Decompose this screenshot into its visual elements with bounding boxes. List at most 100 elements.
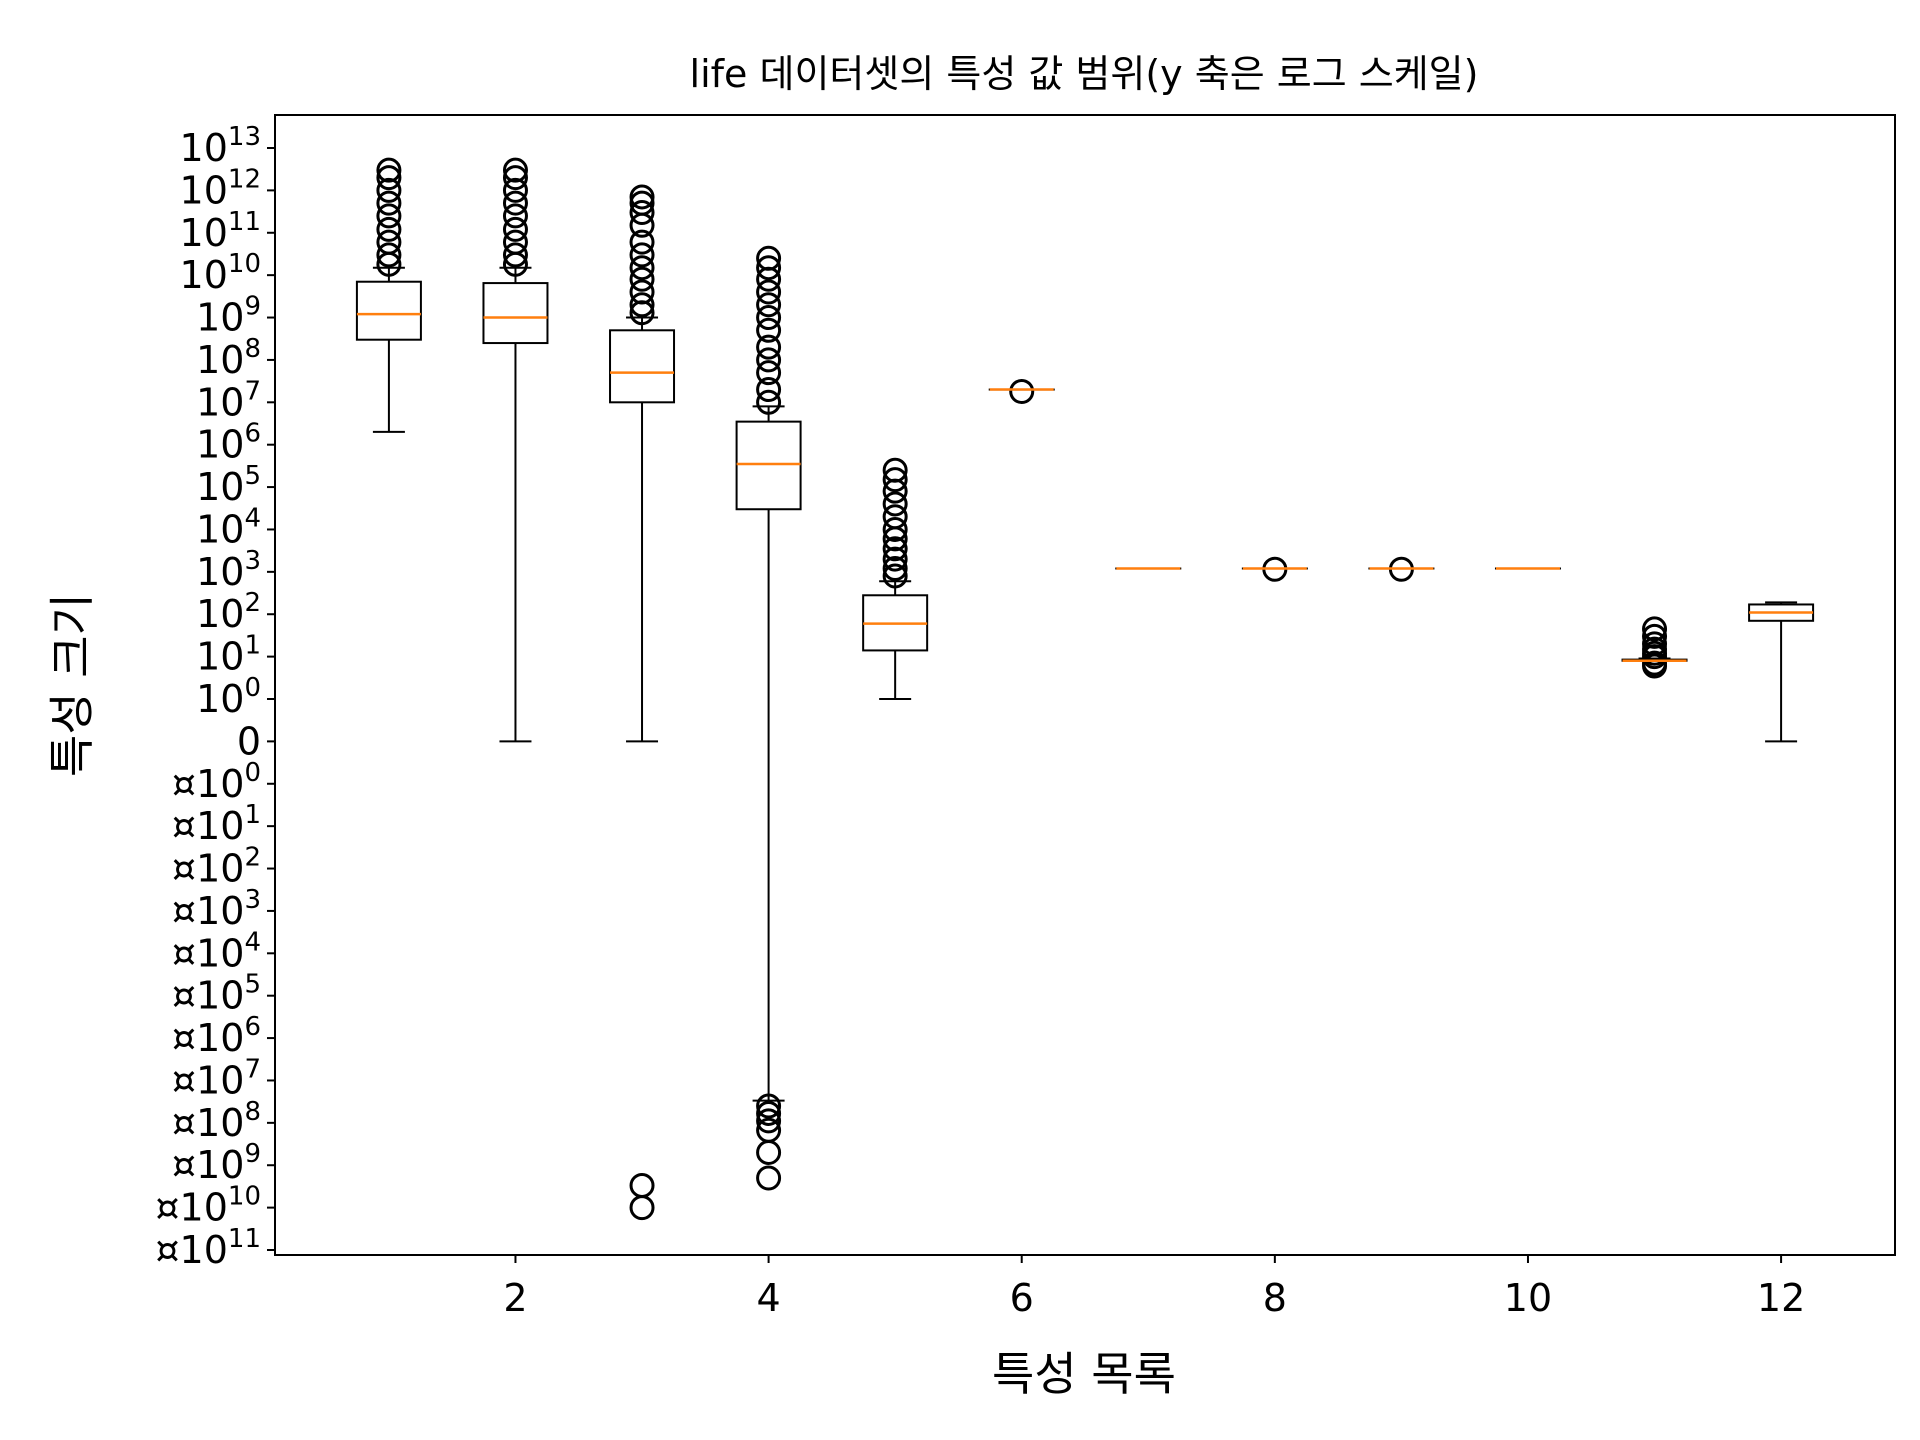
box-plot	[1621, 616, 1688, 679]
outlier-point	[629, 200, 655, 226]
iqr-box	[735, 420, 802, 511]
outlier-point	[376, 242, 402, 268]
y-tick-label: ¤109	[172, 1139, 261, 1187]
y-tick-label: 104	[196, 503, 261, 551]
box-plot	[988, 378, 1055, 404]
y-tick-label: 102	[196, 588, 261, 636]
outlier-point	[882, 516, 908, 542]
y-tick-label: 1010	[180, 249, 261, 297]
outlier-point	[502, 177, 528, 203]
outlier-point	[502, 203, 528, 229]
y-tick-label: 108	[196, 334, 261, 382]
outlier-point	[629, 1195, 655, 1221]
outlier-point	[629, 242, 655, 268]
x-tick-label: 12	[1757, 1276, 1805, 1320]
outlier-point	[756, 245, 782, 271]
outlier-point	[756, 389, 782, 415]
y-tick-label: 101	[196, 631, 261, 679]
x-tick-label: 4	[757, 1276, 781, 1320]
box-plot	[609, 184, 676, 1221]
outlier-point	[1642, 623, 1668, 649]
outlier-point	[502, 229, 528, 255]
outlier-point	[376, 229, 402, 255]
outlier-point	[629, 292, 655, 318]
outlier-point	[756, 1165, 782, 1191]
outlier-point	[756, 347, 782, 373]
box-plot	[862, 457, 929, 700]
y-tick-label: ¤103	[172, 885, 261, 933]
outlier-point	[756, 334, 782, 360]
y-tick-label: ¤102	[172, 843, 261, 891]
y-tick-label: ¤104	[172, 927, 261, 975]
y-tick-label: 100	[196, 673, 261, 721]
outlier-point	[629, 255, 655, 281]
outlier-point	[756, 377, 782, 403]
outlier-point	[1009, 378, 1035, 404]
outlier-point	[376, 177, 402, 203]
outlier-point	[376, 203, 402, 229]
outlier-point	[1642, 616, 1668, 642]
y-tick-label: ¤1011	[155, 1224, 261, 1272]
outlier-point	[882, 467, 908, 493]
outlier-point	[756, 1093, 782, 1119]
outlier-point	[756, 279, 782, 305]
y-tick-label: ¤106	[172, 1012, 261, 1060]
y-tick-label: 1013	[180, 122, 261, 170]
outlier-point	[1642, 650, 1668, 676]
x-tick-label: 10	[1504, 1276, 1552, 1320]
chart-title: life 데이터셋의 특성 값 범위(y 축은 로그 스케일)	[690, 52, 1479, 96]
y-tick-label: 1011	[180, 207, 261, 255]
box-plot	[355, 157, 422, 433]
outlier-point	[502, 242, 528, 268]
y-tick-label: 107	[196, 376, 261, 424]
outlier-point	[629, 279, 655, 305]
x-tick-label: 8	[1263, 1276, 1287, 1320]
x-axis-label: 특성 목록	[992, 1347, 1176, 1401]
plot-area	[355, 157, 1815, 1221]
y-axis-label: 특성 크기	[45, 593, 99, 777]
y-tick-label: 0	[237, 719, 261, 763]
y-tick-label: 103	[196, 546, 261, 594]
iqr-box	[609, 329, 676, 404]
y-tick-label: ¤105	[172, 970, 261, 1018]
x-tick-label: 2	[503, 1276, 527, 1320]
outlier-point	[502, 157, 528, 183]
outlier-point	[882, 555, 908, 581]
outlier-point	[376, 216, 402, 242]
x-axis-ticks: 2 4 6 8 10 12	[503, 1255, 1805, 1320]
iqr-box	[355, 280, 422, 341]
outlier-point	[376, 157, 402, 183]
outlier-point	[756, 255, 782, 281]
outlier-point	[629, 266, 655, 292]
outlier-point	[756, 360, 782, 386]
outlier-point	[502, 190, 528, 216]
outlier-point	[376, 165, 402, 191]
outlier-point	[629, 184, 655, 210]
outlier-point	[502, 165, 528, 191]
y-tick-label: ¤107	[172, 1054, 261, 1102]
outlier-point	[629, 190, 655, 216]
outlier-point	[502, 216, 528, 242]
outlier-point	[1642, 631, 1668, 657]
outlier-point	[882, 536, 908, 562]
plot-frame	[274, 114, 1896, 1256]
y-tick-label: ¤101	[172, 800, 261, 848]
box-plot	[1241, 556, 1308, 582]
y-tick-label: 106	[196, 419, 261, 467]
box-plot	[735, 245, 802, 1191]
outlier-point	[629, 229, 655, 255]
outlier-point	[756, 292, 782, 318]
iqr-box	[482, 282, 549, 345]
box-plot	[1748, 601, 1815, 743]
box-plot	[1368, 556, 1435, 582]
outlier-point	[882, 504, 908, 530]
outlier-point	[756, 1100, 782, 1126]
y-tick-label: 1012	[180, 164, 261, 212]
outlier-point	[756, 1108, 782, 1134]
outlier-point	[882, 563, 908, 589]
outlier-point	[882, 457, 908, 483]
outlier-point	[756, 317, 782, 343]
outlier-point	[376, 190, 402, 216]
